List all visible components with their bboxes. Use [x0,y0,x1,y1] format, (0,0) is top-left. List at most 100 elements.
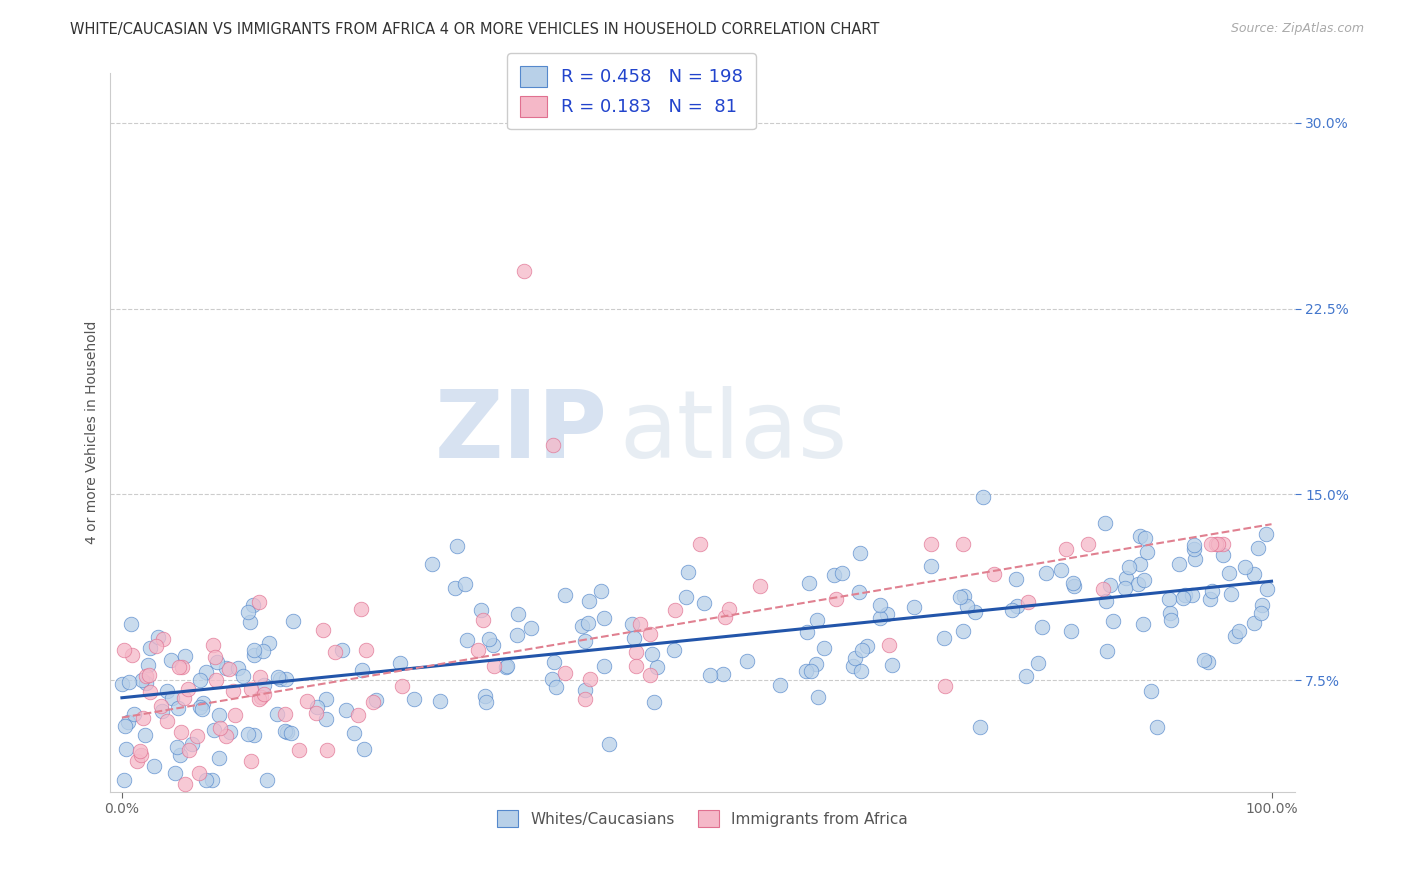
Point [952,537,974,551]
Point [456,633,478,648]
Point [983,567,1005,582]
Point [257,636,280,650]
Point [122,707,145,722]
Point [769,678,792,692]
Point [1026,656,1049,670]
Point [160,691,183,706]
Y-axis label: 4 or more Vehicles in Household: 4 or more Vehicles in Household [86,321,100,544]
Point [353,741,375,756]
Point [689,537,711,551]
Point [247,692,270,706]
Point [170,660,193,674]
Point [626,659,648,673]
Point [364,692,387,706]
Point [120,617,142,632]
Point [145,639,167,653]
Point [842,659,865,673]
Point [592,611,614,625]
Point [131,673,153,688]
Point [1250,598,1272,612]
Point [1218,566,1240,580]
Point [354,643,377,657]
Point [1173,588,1195,602]
Point [713,667,735,681]
Point [174,648,197,663]
Point [806,613,828,627]
Point [226,661,249,675]
Point [305,706,328,720]
Point [1194,653,1216,667]
Point [1050,563,1073,577]
Text: Source: ZipAtlas.com: Source: ZipAtlas.com [1230,22,1364,36]
Point [598,738,620,752]
Point [638,668,661,682]
Point [506,627,529,641]
Point [1243,616,1265,631]
Point [621,616,644,631]
Point [1256,582,1278,596]
Point [541,438,564,452]
Point [844,650,866,665]
Point [869,599,891,613]
Point [593,659,616,673]
Point [576,616,599,631]
Point [645,659,668,673]
Point [350,663,373,677]
Point [129,747,152,762]
Point [956,599,979,614]
Point [506,607,529,621]
Point [149,698,172,713]
Point [544,680,567,694]
Point [467,642,489,657]
Point [571,619,593,633]
Point [274,706,297,721]
Point [170,725,193,739]
Point [876,607,898,621]
Point [274,724,297,739]
Point [856,639,879,653]
Point [574,683,596,698]
Point [240,754,263,768]
Point [242,598,264,612]
Point [138,667,160,681]
Point [470,603,492,617]
Point [554,666,576,681]
Point [181,738,204,752]
Point [454,577,477,591]
Point [1233,560,1256,574]
Point [283,614,305,628]
Point [1168,557,1191,571]
Point [208,707,231,722]
Point [146,631,169,645]
Point [1056,541,1078,556]
Point [628,617,651,632]
Point [714,610,737,624]
Point [1128,576,1150,591]
Point [877,638,900,652]
Point [269,672,291,686]
Point [209,722,232,736]
Point [579,672,602,686]
Point [1227,624,1250,638]
Point [295,694,318,708]
Point [675,590,697,604]
Point [276,724,298,739]
Point [1091,582,1114,596]
Point [1114,581,1136,595]
Point [343,726,366,740]
Point [1184,552,1206,566]
Point [1201,584,1223,599]
Point [952,624,974,638]
Point [1171,591,1194,606]
Point [1005,599,1028,613]
Point [117,715,139,730]
Point [482,659,505,673]
Point [188,699,211,714]
Point [589,583,612,598]
Point [139,684,162,698]
Point [325,645,347,659]
Point [1060,624,1083,639]
Point [1146,721,1168,735]
Point [156,684,179,698]
Point [350,602,373,616]
